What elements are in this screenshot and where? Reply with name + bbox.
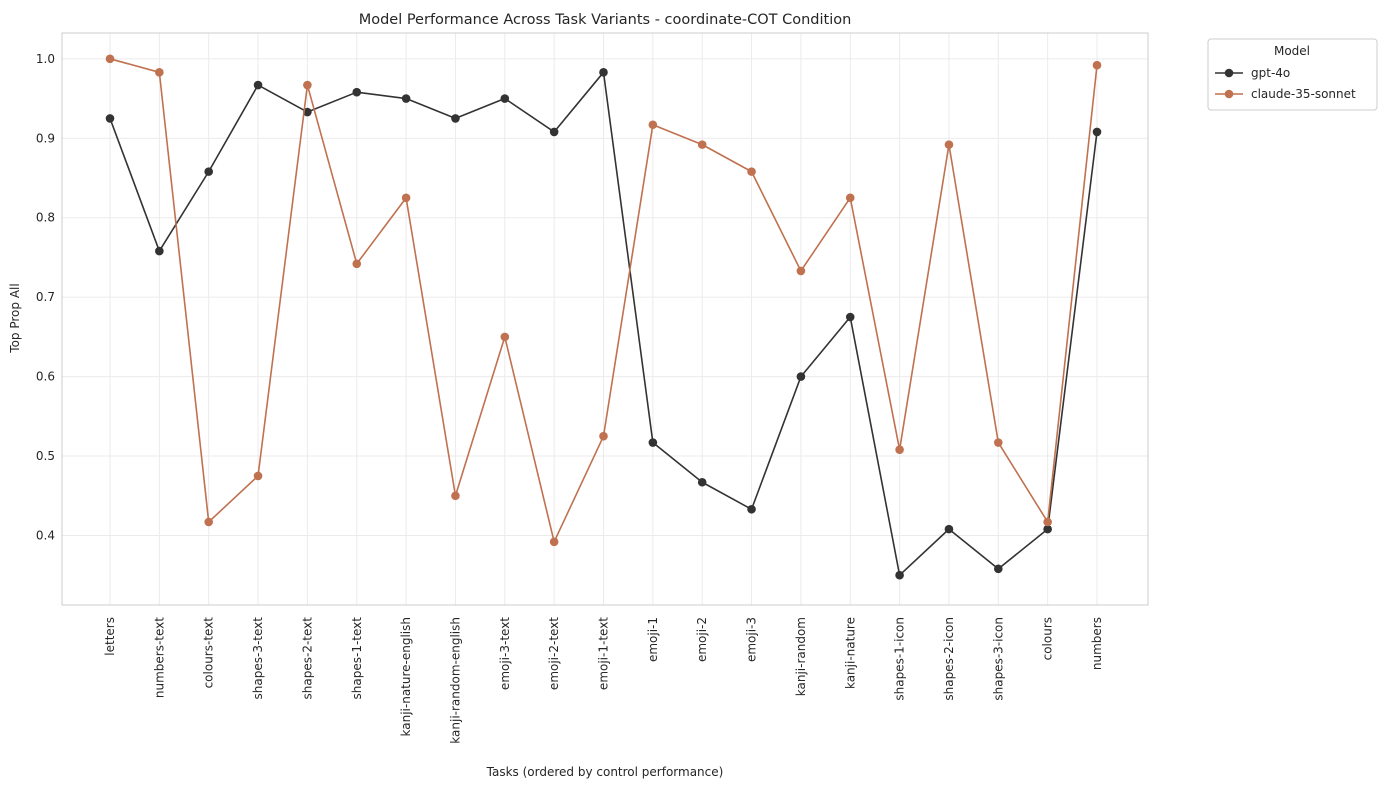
data-point	[155, 68, 164, 77]
x-axis-label: Tasks (ordered by control performance)	[486, 765, 724, 779]
series-claude-35-sonnet	[105, 54, 1102, 547]
data-point	[500, 94, 510, 103]
x-tick-label: numbers	[1090, 617, 1104, 670]
x-tick-label: emoji-3-text	[498, 617, 512, 690]
data-point	[1043, 517, 1052, 527]
y-tick-label: 1.0	[36, 52, 55, 66]
series-gpt-4o	[105, 68, 1102, 580]
legend-title: Model	[1274, 44, 1310, 58]
data-point	[895, 570, 904, 580]
legend-marker	[1224, 89, 1234, 99]
data-point	[105, 54, 115, 64]
data-point	[253, 471, 263, 481]
y-tick-label: 0.9	[36, 131, 55, 145]
data-point	[697, 140, 707, 149]
legend-label: gpt-4o	[1251, 66, 1290, 80]
data-point	[401, 193, 411, 203]
data-point	[1043, 524, 1052, 534]
data-point	[451, 491, 460, 501]
legend-label: claude-35-sonnet	[1251, 87, 1356, 101]
data-point	[648, 438, 658, 447]
x-tick-label: emoji-1	[646, 617, 660, 662]
x-tick-label: shapes-3-icon	[991, 617, 1005, 701]
x-tick-label: colours-text	[202, 617, 216, 689]
y-tick-label: 0.8	[36, 211, 55, 225]
x-tick-label: shapes-3-text	[251, 617, 265, 700]
x-tick-label: emoji-3	[745, 617, 759, 662]
data-point	[845, 312, 855, 322]
tick-labels: 0.4 0.5 0.6 0.7 0.8 0.9 1.0 letters numbers-text…	[36, 52, 1104, 744]
x-tick-label: emoji-2-text	[547, 617, 561, 690]
data-point	[303, 80, 312, 90]
data-point	[796, 266, 806, 276]
data-point	[747, 504, 756, 514]
y-tick-label: 0.6	[36, 370, 55, 384]
y-tick-label: 0.7	[36, 290, 55, 304]
y-axis-label: Top Prop All	[8, 283, 22, 353]
data-point	[451, 114, 460, 123]
x-tick-label: kanji-random	[794, 617, 808, 696]
data-point	[204, 167, 213, 176]
x-tick-label: shapes-2-text	[300, 617, 314, 700]
data-point	[204, 517, 213, 527]
legend-item: gpt-4o	[1215, 66, 1290, 80]
data-point	[599, 431, 608, 441]
x-tick-label: shapes-1-text	[350, 617, 364, 700]
data-point	[895, 445, 904, 454]
x-tick-label: shapes-1-icon	[893, 617, 907, 701]
data-point	[1092, 60, 1102, 70]
y-tick-label: 0.4	[36, 528, 55, 542]
data-point	[697, 477, 707, 487]
x-tick-label: letters	[103, 617, 117, 656]
data-point	[549, 127, 559, 137]
data-point	[253, 80, 263, 90]
data-point	[352, 259, 362, 269]
legend-marker	[1224, 68, 1234, 78]
data-point	[796, 372, 806, 381]
data-point	[747, 167, 756, 176]
data-point	[994, 438, 1003, 447]
legend-box	[1207, 38, 1378, 111]
data-point	[845, 193, 855, 203]
data-point	[401, 94, 411, 103]
data-point	[500, 332, 510, 342]
data-point	[352, 87, 362, 97]
x-tick-label: shapes-2-icon	[942, 617, 956, 701]
data-point	[155, 246, 164, 256]
x-tick-label: emoji-1-text	[597, 617, 611, 690]
x-tick-label: kanji-nature	[843, 617, 857, 689]
data-point	[944, 524, 954, 534]
chart-title: Model Performance Across Task Variants -…	[359, 12, 852, 28]
legend-item: claude-35-sonnet	[1215, 87, 1356, 101]
data-point	[994, 564, 1003, 574]
data-point	[944, 140, 954, 149]
x-tick-label: emoji-2	[695, 617, 709, 662]
data-point	[303, 107, 312, 117]
x-tick-label: kanji-nature-english	[399, 617, 413, 736]
y-tick-label: 0.5	[36, 449, 55, 463]
data-point	[549, 537, 559, 547]
x-tick-label: colours	[1041, 617, 1055, 660]
data-point	[599, 68, 608, 77]
grid-lines	[62, 33, 1148, 605]
data-point	[648, 120, 658, 130]
legend: Model gpt-4o claude-35-sonnet	[1207, 38, 1378, 111]
plot-area	[61, 32, 1149, 606]
data-point	[1092, 127, 1102, 137]
x-tick-label: numbers-text	[152, 617, 166, 698]
x-tick-label: kanji-random-english	[448, 617, 462, 744]
data-point	[105, 114, 115, 123]
series-layer	[105, 54, 1102, 580]
